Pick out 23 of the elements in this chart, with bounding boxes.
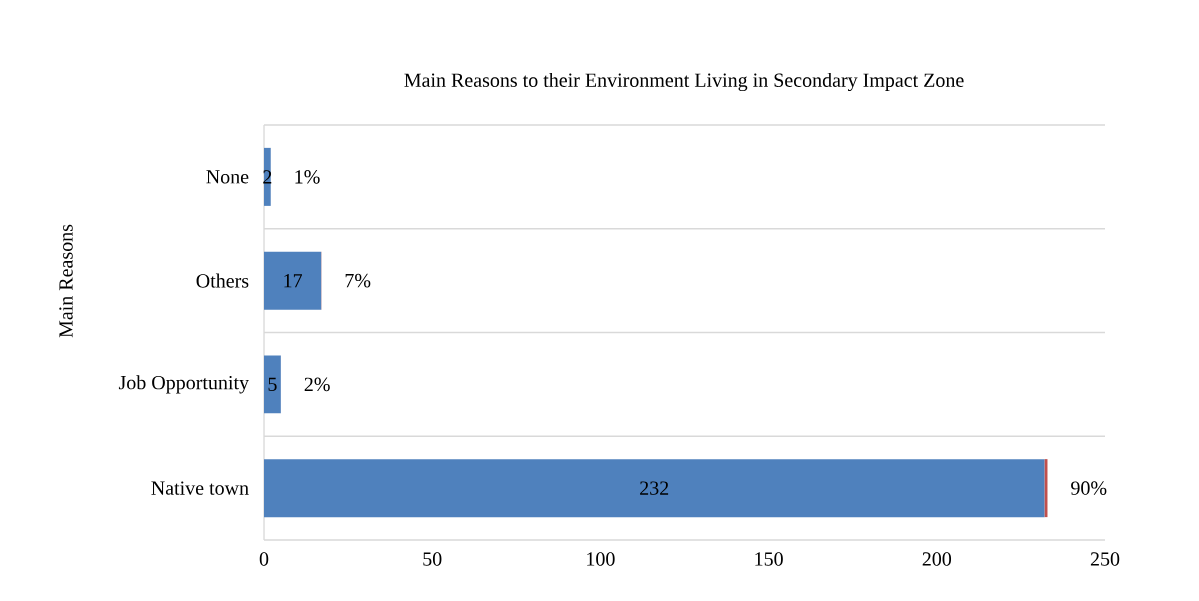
y-tick-label: None [206, 170, 249, 184]
bar [264, 459, 1045, 518]
data-label: 1% [295, 170, 320, 184]
data-label: 5 [268, 377, 277, 392]
x-tick-label: 100 [587, 552, 615, 566]
y-tick-label: Job Opportunity [118, 375, 249, 394]
bar [264, 251, 322, 310]
x-tick-label: 150 [755, 552, 783, 566]
x-tick-label: 50 [423, 552, 442, 566]
x-tick-label: 250 [1090, 552, 1120, 566]
bar [1044, 459, 1048, 518]
y-tick-label: Native town [151, 481, 249, 495]
x-tick-label: 0 [259, 552, 269, 566]
chart-title: Main Reasons to their Environment Living in Secondary Impact Zone [404, 72, 964, 92]
x-tick-label: 200 [922, 552, 952, 566]
data-label: 2% [304, 377, 330, 392]
data-label: 7% [345, 273, 371, 288]
data-label: 232 [640, 481, 669, 495]
data-label: 17 [284, 274, 303, 288]
bar [264, 355, 281, 414]
y-axis-title: Main Reasons [59, 224, 73, 338]
y-tick-label: Others [196, 273, 249, 288]
data-label: 90% [1071, 481, 1107, 495]
